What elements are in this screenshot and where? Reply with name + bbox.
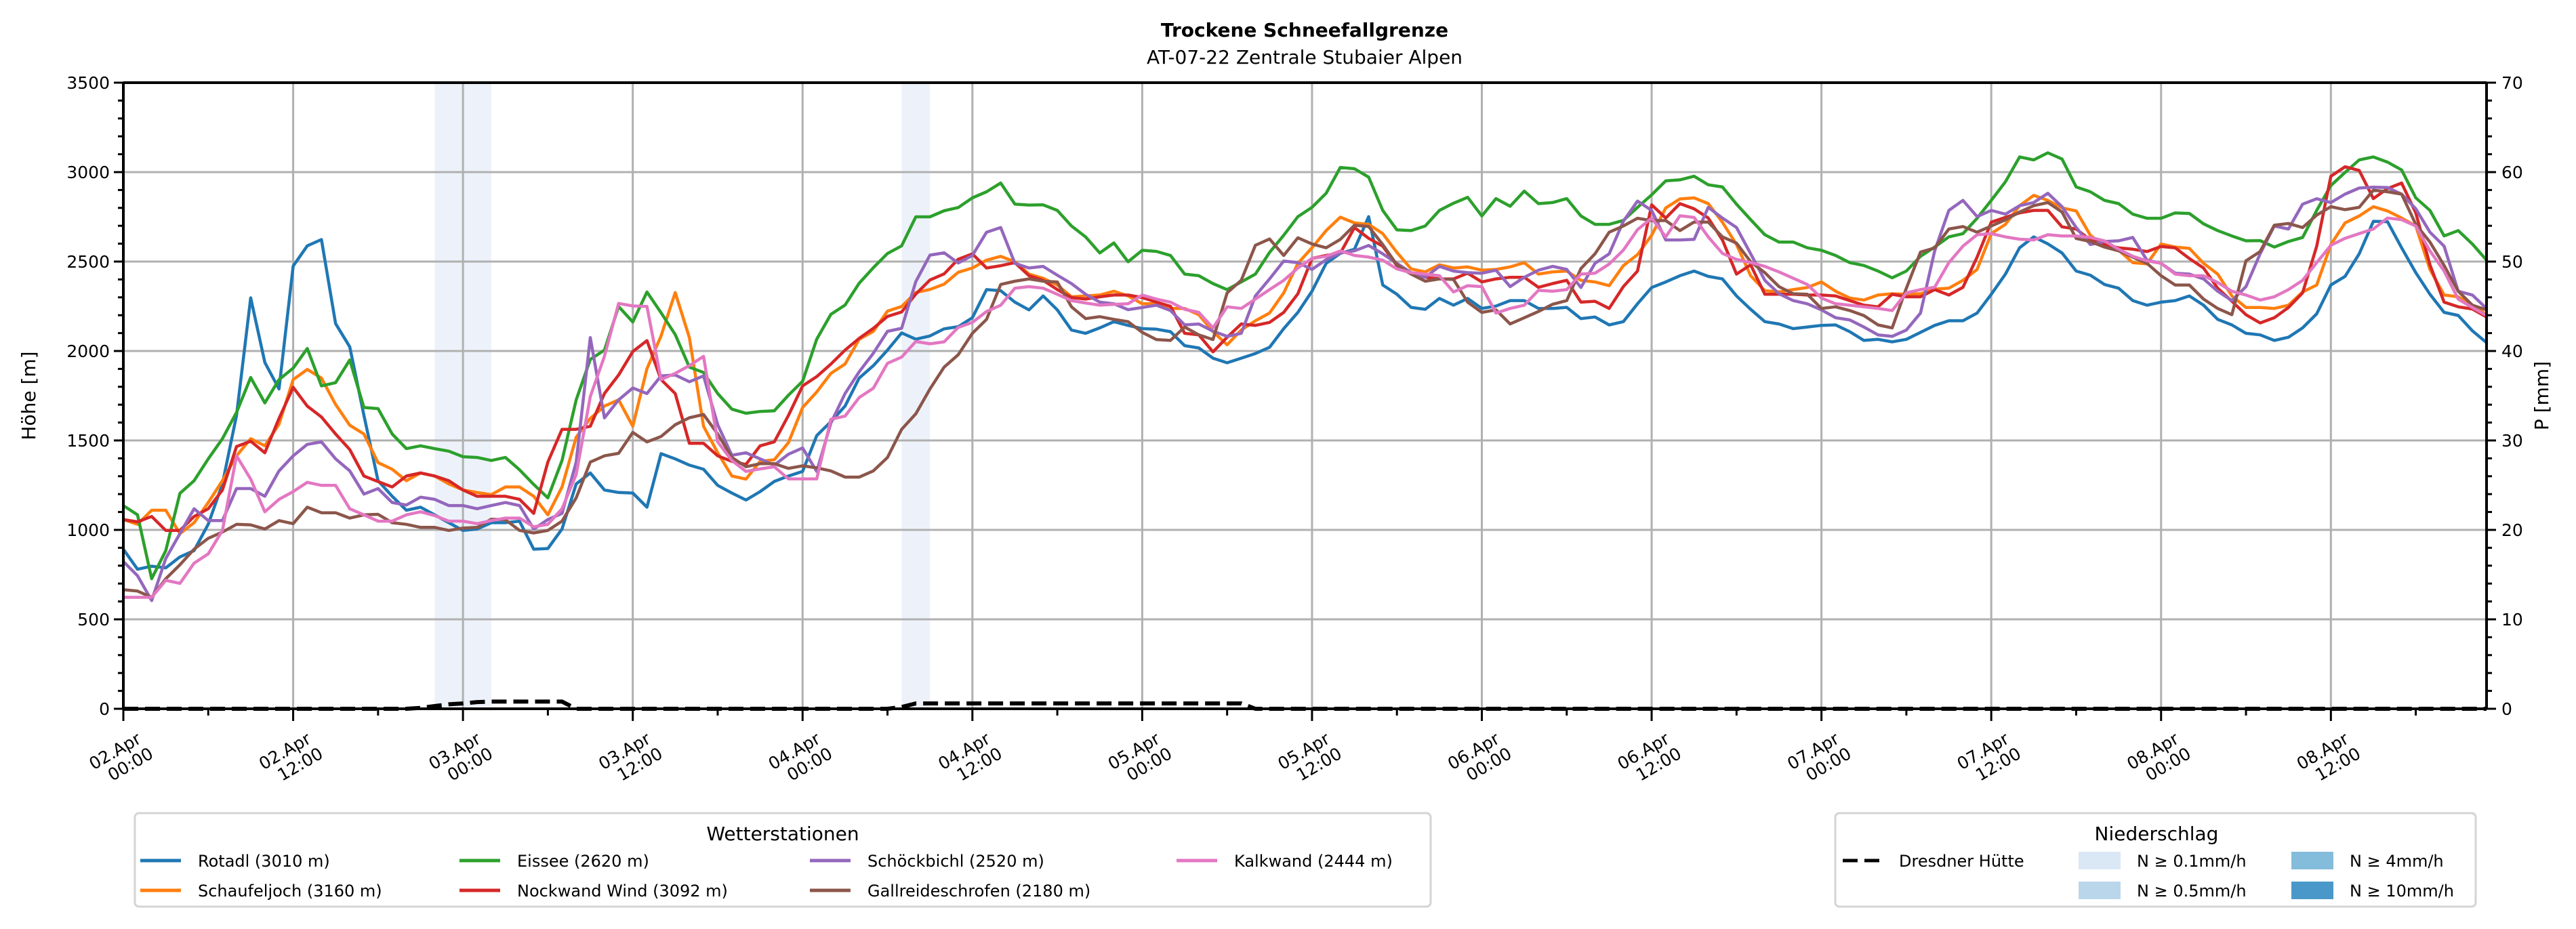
y-tick-label: 2500 bbox=[66, 252, 110, 272]
legend-station-label: Schöckbichl (2520 m) bbox=[867, 852, 1044, 871]
series-line-2 bbox=[122, 151, 2488, 581]
legend-precip-line-label: Dresdner Hütte bbox=[1899, 852, 2024, 871]
y2-tick-label: 30 bbox=[2501, 431, 2523, 451]
series-line-0 bbox=[122, 215, 2488, 571]
y-tick-label: 1500 bbox=[66, 431, 110, 451]
series-line-6 bbox=[123, 214, 2488, 599]
legend-precip-swatch bbox=[2291, 882, 2333, 899]
legend-precip: Niederschlag Dresdner Hütte N ≥ 0.1mm/hN… bbox=[1834, 812, 2477, 908]
y2-tick-label: 70 bbox=[2501, 73, 2523, 93]
chart-title: Trockene Schneefallgrenze bbox=[1161, 19, 1448, 41]
legend-station-label: Eissee (2620 m) bbox=[517, 852, 649, 871]
y-tick-label: 500 bbox=[77, 610, 110, 629]
y2-tick-label: 0 bbox=[2501, 699, 2512, 719]
precip-line bbox=[123, 699, 2487, 711]
precip-dashed-line bbox=[123, 699, 2487, 711]
axes bbox=[114, 81, 2496, 721]
legend-station-label: Nockwand Wind (3092 m) bbox=[517, 882, 728, 901]
legend-stations-entries: Rotadl (3010 m) Schaufeljoch (3160 m) Eiss… bbox=[140, 852, 1393, 901]
legend-precip-class-label: N ≥ 10mm/h bbox=[2350, 882, 2454, 901]
y2-tick-label: 40 bbox=[2501, 342, 2523, 361]
y2-tick-label: 60 bbox=[2501, 163, 2523, 182]
legend-station-label: Kalkwand (2444 m) bbox=[1234, 852, 1393, 871]
legend-station-label: Gallreideschrofen (2180 m) bbox=[867, 882, 1090, 901]
legend-precip-swatch bbox=[2079, 882, 2121, 899]
legend-station-label: Rotadl (3010 m) bbox=[198, 852, 330, 871]
legend-precip-class-label: N ≥ 0.5mm/h bbox=[2137, 882, 2247, 901]
y2-tick-label: 50 bbox=[2501, 252, 2523, 272]
legend-precip-title: Niederschlag bbox=[2095, 823, 2219, 845]
legend-precip-classes: N ≥ 0.1mm/h N ≥ 0.5mm/h N ≥ 4mm/h N ≥ 10mm/… bbox=[2079, 852, 2454, 901]
y-tick-label: 0 bbox=[99, 699, 110, 719]
y2-axis-label: P [mm] bbox=[2531, 361, 2553, 430]
legend-precip-swatch bbox=[2079, 852, 2121, 869]
series-lines bbox=[122, 151, 2488, 602]
y-tick-label: 2000 bbox=[66, 342, 110, 361]
legend-station-label: Schaufeljoch (3160 m) bbox=[198, 882, 382, 901]
legend-precip-class-label: N ≥ 0.1mm/h bbox=[2137, 852, 2247, 871]
series-line-3 bbox=[123, 165, 2488, 533]
y-tick-label: 3500 bbox=[66, 73, 110, 93]
legend-stations-title: Wetterstationen bbox=[706, 823, 859, 845]
y-tick-label: 3000 bbox=[66, 163, 110, 182]
y-tick-label: 1000 bbox=[66, 520, 110, 540]
y-axis-label: Höhe [m] bbox=[18, 351, 40, 440]
chart-subtitle: AT-07-22 Zentrale Stubaier Alpen bbox=[1147, 46, 1463, 68]
series-line-5 bbox=[123, 188, 2487, 599]
legend-precip-swatch bbox=[2291, 852, 2333, 869]
legend-stations: Wetterstationen Rotadl (3010 m) Schaufelj… bbox=[134, 812, 1432, 908]
y2-tick-label: 10 bbox=[2501, 610, 2523, 629]
legend-precip-class-label: N ≥ 4mm/h bbox=[2350, 852, 2444, 871]
legend-stations-frame bbox=[134, 812, 1432, 908]
y2-tick-label: 20 bbox=[2501, 520, 2523, 540]
